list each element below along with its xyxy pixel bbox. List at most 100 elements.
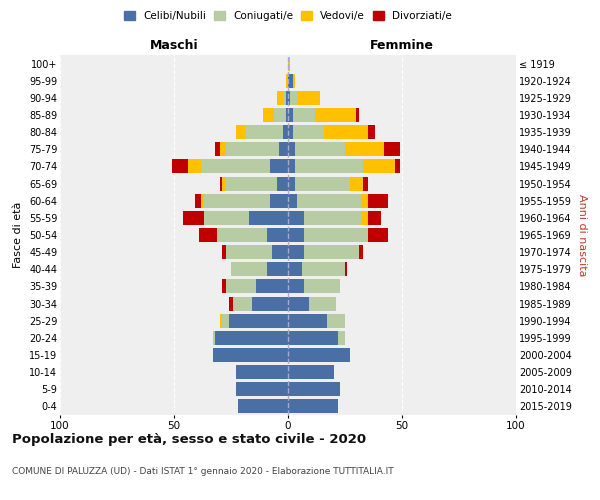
Bar: [295, 176, 350, 190]
Bar: [226, 280, 256, 293]
Bar: [215, 331, 288, 345]
Y-axis label: Fasce di età: Fasce di età: [13, 202, 23, 268]
Text: COMUNE DI PALUZZA (UD) - Dati ISTAT 1° gennaio 2020 - Elaborazione TUTTITALIA.IT: COMUNE DI PALUZZA (UD) - Dati ISTAT 1° g…: [12, 468, 394, 476]
Bar: [325, 125, 368, 139]
Bar: [215, 142, 220, 156]
Bar: [286, 108, 288, 122]
Bar: [277, 91, 283, 105]
Bar: [288, 125, 293, 139]
Bar: [249, 211, 288, 225]
Bar: [236, 382, 288, 396]
Bar: [226, 245, 272, 259]
Bar: [226, 176, 277, 190]
Bar: [368, 125, 374, 139]
Bar: [361, 194, 368, 207]
Bar: [350, 176, 363, 190]
Bar: [286, 91, 288, 105]
Bar: [304, 228, 368, 242]
Bar: [288, 91, 290, 105]
Bar: [395, 160, 400, 173]
Bar: [345, 142, 384, 156]
Bar: [183, 211, 203, 225]
Bar: [302, 262, 345, 276]
Bar: [338, 331, 345, 345]
Bar: [286, 74, 288, 88]
Bar: [295, 142, 345, 156]
Legend: Celibi/Nubili, Coniugati/e, Vedovi/e, Divorziati/e: Celibi/Nubili, Coniugati/e, Vedovi/e, Di…: [121, 8, 455, 24]
Bar: [361, 211, 368, 225]
Bar: [272, 245, 288, 259]
Bar: [288, 211, 304, 225]
Bar: [288, 176, 295, 190]
Bar: [304, 280, 340, 293]
Bar: [327, 314, 345, 328]
Bar: [288, 400, 338, 413]
Bar: [288, 348, 350, 362]
Bar: [359, 245, 363, 259]
Bar: [233, 296, 251, 310]
Bar: [236, 125, 245, 139]
Bar: [283, 125, 288, 139]
Bar: [202, 194, 203, 207]
Bar: [345, 262, 347, 276]
Y-axis label: Anni di nascita: Anni di nascita: [577, 194, 587, 276]
Bar: [295, 160, 363, 173]
Bar: [213, 331, 215, 345]
Bar: [283, 91, 286, 105]
Bar: [297, 91, 320, 105]
Bar: [245, 125, 283, 139]
Bar: [274, 108, 286, 122]
Bar: [368, 194, 388, 207]
Bar: [288, 142, 295, 156]
Bar: [293, 125, 325, 139]
Bar: [363, 160, 395, 173]
Bar: [217, 228, 268, 242]
Bar: [288, 331, 338, 345]
Bar: [222, 176, 226, 190]
Bar: [279, 142, 288, 156]
Bar: [203, 194, 270, 207]
Bar: [172, 160, 188, 173]
Bar: [229, 314, 288, 328]
Bar: [288, 296, 308, 310]
Bar: [293, 108, 316, 122]
Bar: [268, 228, 288, 242]
Bar: [293, 74, 295, 88]
Text: Popolazione per età, sesso e stato civile - 2020: Popolazione per età, sesso e stato civil…: [12, 432, 366, 446]
Bar: [236, 365, 288, 379]
Bar: [288, 194, 297, 207]
Bar: [220, 314, 222, 328]
Bar: [199, 228, 217, 242]
Bar: [297, 194, 361, 207]
Bar: [288, 382, 340, 396]
Bar: [288, 365, 334, 379]
Bar: [238, 400, 288, 413]
Bar: [288, 314, 327, 328]
Bar: [288, 245, 304, 259]
Bar: [270, 160, 288, 173]
Text: Maschi: Maschi: [149, 40, 199, 52]
Bar: [203, 211, 249, 225]
Bar: [194, 194, 202, 207]
Bar: [316, 108, 356, 122]
Bar: [222, 245, 226, 259]
Bar: [226, 142, 279, 156]
Bar: [356, 108, 359, 122]
Bar: [188, 160, 202, 173]
Bar: [363, 176, 368, 190]
Bar: [368, 211, 382, 225]
Bar: [202, 160, 270, 173]
Bar: [290, 91, 297, 105]
Bar: [263, 108, 274, 122]
Bar: [304, 211, 361, 225]
Bar: [288, 108, 293, 122]
Bar: [268, 262, 288, 276]
Bar: [220, 176, 222, 190]
Bar: [251, 296, 288, 310]
Bar: [213, 348, 288, 362]
Bar: [231, 262, 268, 276]
Bar: [256, 280, 288, 293]
Bar: [368, 228, 388, 242]
Bar: [288, 74, 293, 88]
Bar: [288, 280, 304, 293]
